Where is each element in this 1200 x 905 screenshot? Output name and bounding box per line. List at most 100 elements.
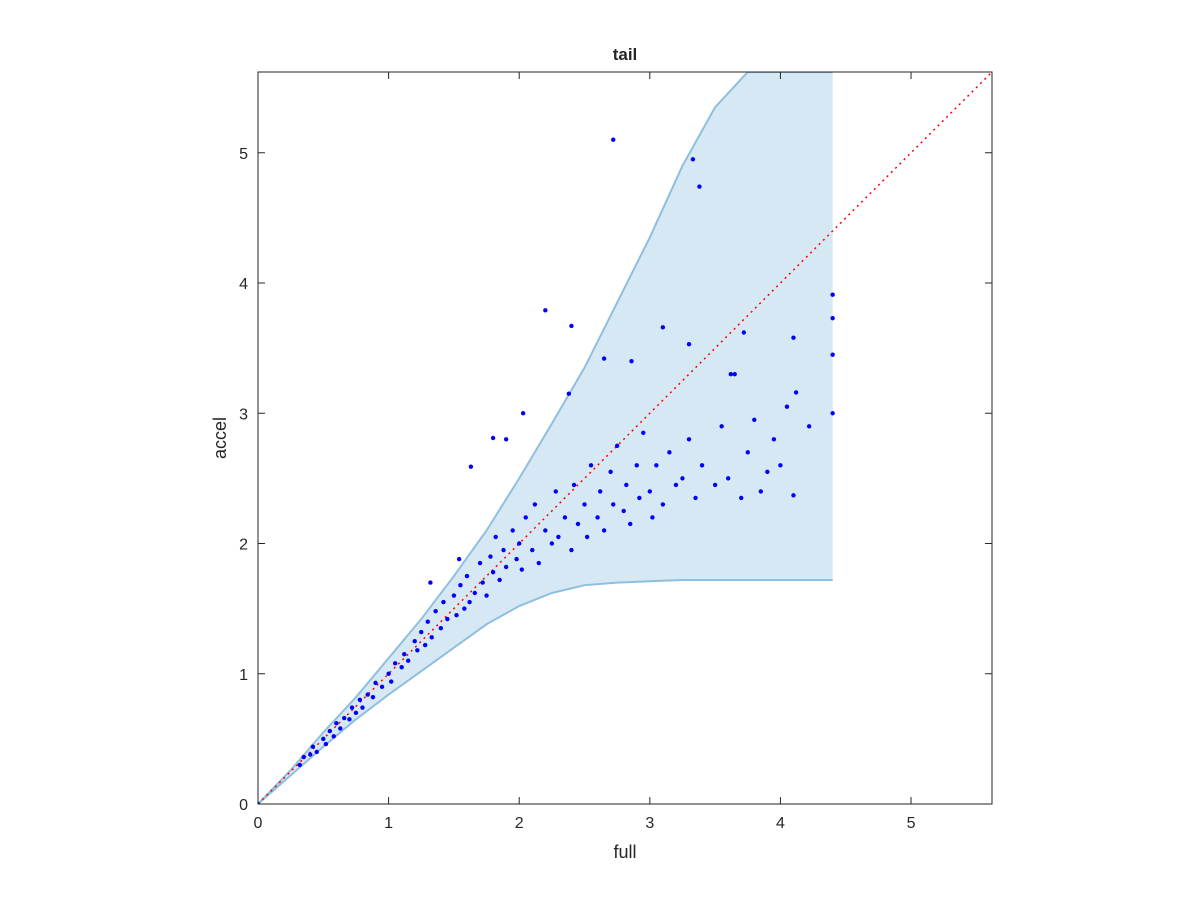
scatter-point xyxy=(451,593,457,598)
scatter-point xyxy=(258,801,261,804)
band-area xyxy=(258,72,833,804)
scatter-point xyxy=(624,482,629,488)
y-tick-label: 2 xyxy=(239,537,248,554)
scatter-point xyxy=(462,606,467,611)
scatter-point xyxy=(357,697,363,703)
scatter-point xyxy=(454,612,459,618)
scatter-point xyxy=(429,635,434,640)
scatter-point xyxy=(725,476,731,481)
scatter-point xyxy=(621,508,626,514)
y-tick-label: 3 xyxy=(239,406,248,423)
scatter-point xyxy=(699,463,705,468)
scatter-point xyxy=(611,502,616,507)
scatter-point xyxy=(575,521,581,527)
scatter-point xyxy=(588,463,594,468)
scatter-point xyxy=(341,715,347,721)
scatter-point xyxy=(438,625,444,631)
y-tick-label: 5 xyxy=(239,146,248,163)
scatter-point xyxy=(830,352,835,357)
scatter-point xyxy=(758,489,764,494)
scatter-point xyxy=(353,710,359,716)
scatter-point xyxy=(686,342,692,347)
scatter-point xyxy=(520,411,526,416)
scatter-point xyxy=(490,435,496,441)
scatter-point xyxy=(752,417,757,422)
band-lower-edge xyxy=(258,578,833,804)
scatter-point xyxy=(686,437,692,442)
scatter-point xyxy=(745,450,750,455)
scatter-point xyxy=(389,679,394,684)
scatter-point xyxy=(530,547,535,553)
scatter-point xyxy=(566,391,572,396)
scatter-point xyxy=(595,515,600,520)
scatter-point xyxy=(629,358,634,364)
scatter-point xyxy=(830,292,835,297)
scatter-point xyxy=(667,450,672,455)
scatter-point xyxy=(647,489,653,494)
scatter-point xyxy=(370,694,376,700)
scatter-point xyxy=(673,482,679,488)
scatter-point xyxy=(660,325,666,330)
scatter-point xyxy=(477,560,483,566)
scatter-point xyxy=(571,482,577,488)
scatter-point xyxy=(601,356,607,361)
scatter-point xyxy=(415,648,420,653)
scatter-point xyxy=(569,547,574,553)
scatter-point xyxy=(392,661,398,666)
scatter-point xyxy=(488,554,493,559)
scatter-point xyxy=(597,489,603,494)
scatter-point xyxy=(425,619,430,624)
scatter-point xyxy=(728,371,733,377)
scatter-point xyxy=(365,692,370,697)
scatter-point xyxy=(556,534,561,540)
scatter-point xyxy=(301,754,306,760)
axes-box xyxy=(257,71,993,805)
scatter-point xyxy=(503,564,509,570)
scatter-point xyxy=(405,658,411,663)
scatter-point xyxy=(314,749,319,755)
scatter-point xyxy=(608,469,613,475)
scatter-point xyxy=(399,665,404,670)
x-tick-label: 3 xyxy=(645,815,654,832)
scatter-point xyxy=(503,437,509,442)
scatter-point xyxy=(310,744,316,749)
scatter-point xyxy=(641,430,646,435)
scatter-point xyxy=(419,629,424,635)
scatter-point xyxy=(428,580,433,585)
scatter-point xyxy=(493,534,498,540)
scatter-point xyxy=(412,638,417,644)
scatter-point xyxy=(791,335,796,340)
x-tick-label: 4 xyxy=(776,815,785,832)
scatter-point xyxy=(422,642,428,648)
y-tick-label: 0 xyxy=(239,797,248,814)
scatter-point xyxy=(468,464,474,469)
scatter-point xyxy=(510,528,515,533)
scatter-point xyxy=(637,495,642,501)
scatter-point xyxy=(536,560,542,566)
scatter-point xyxy=(806,424,812,429)
scatter-point xyxy=(543,528,548,533)
scatter-point xyxy=(693,495,698,501)
scatter-point xyxy=(634,463,639,468)
scatter-point xyxy=(582,502,587,507)
scatter-point xyxy=(360,705,365,710)
scatter-point xyxy=(712,482,718,488)
scatter-point xyxy=(614,443,620,449)
y-axis-label: accel xyxy=(210,417,230,459)
scatter-point xyxy=(765,469,770,475)
scatter-point xyxy=(484,593,489,598)
scatter-point xyxy=(321,736,326,742)
scatter-point xyxy=(373,680,378,686)
scatter-point xyxy=(433,609,438,614)
x-tick-label: 0 xyxy=(254,815,263,832)
scatter-point xyxy=(327,728,333,734)
scatter-point xyxy=(793,390,799,395)
scatter-point xyxy=(331,734,336,739)
x-axis-label: full xyxy=(613,842,636,862)
scatter-point xyxy=(680,476,685,481)
scatter-point xyxy=(784,404,790,409)
x-tick-label: 2 xyxy=(515,815,524,832)
scatter-point xyxy=(771,437,777,442)
y-tick-label: 1 xyxy=(239,667,248,684)
